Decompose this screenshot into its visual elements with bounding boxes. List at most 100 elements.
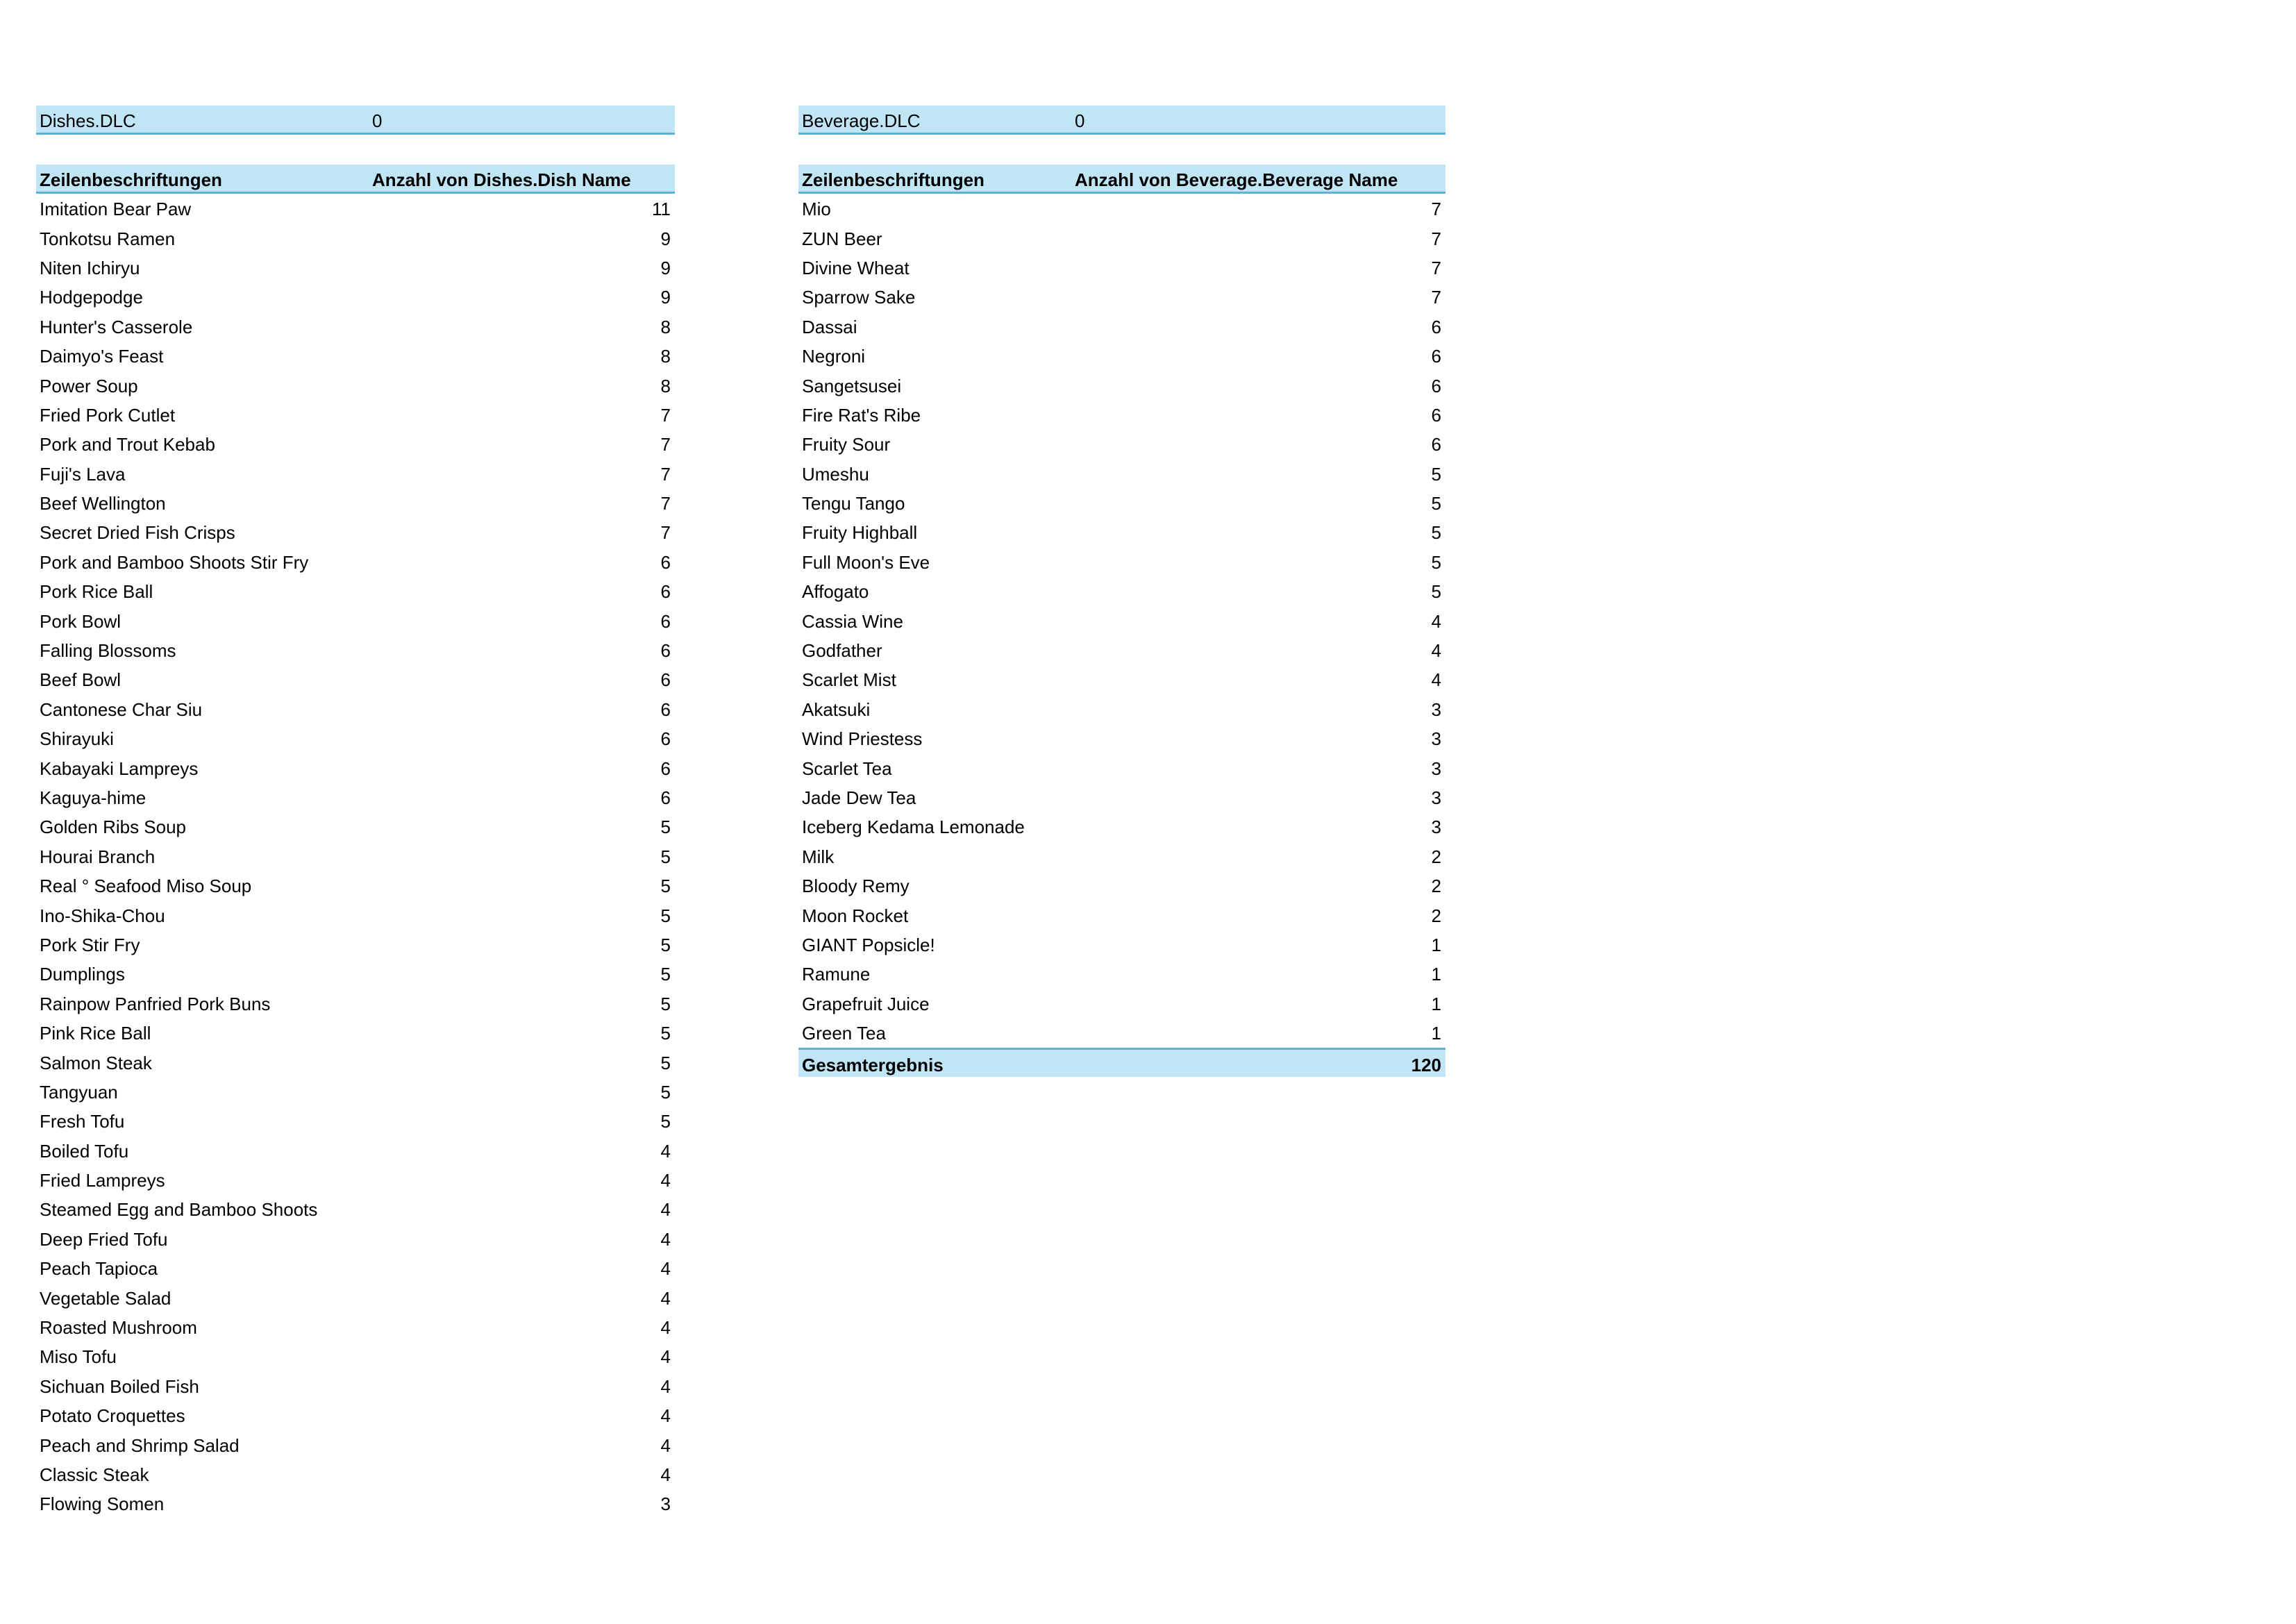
row-count: 6 [660,640,671,662]
row-count: 7 [1431,199,1441,220]
table-row[interactable]: Falling Blossoms 6 [36,635,675,664]
table-row[interactable]: Grapefruit Juice 1 [798,989,1446,1018]
table-row[interactable]: Peach Tapioca 4 [36,1253,675,1282]
table-row[interactable]: Secret Dried Fish Crisps 7 [36,517,675,546]
table-row[interactable]: Hodgepodge 9 [36,282,675,311]
table-row[interactable]: Hourai Branch 5 [36,842,675,871]
table-row[interactable]: Niten Ichiryu 9 [36,253,675,282]
table-row[interactable]: Scarlet Mist 4 [798,664,1446,694]
table-row[interactable]: Umeshu 5 [798,459,1446,488]
table-row[interactable]: Akatsuki 3 [798,694,1446,723]
table-row[interactable]: Pork and Trout Kebab 7 [36,429,675,458]
table-row[interactable]: Miso Tofu 4 [36,1341,675,1371]
table-row[interactable]: Kaguya-hime 6 [36,782,675,812]
table-row[interactable]: Cassia Wine 4 [798,606,1446,635]
table-row[interactable]: Sichuan Boiled Fish 4 [36,1371,675,1400]
table-row[interactable]: Ramune 1 [798,959,1446,988]
table-row[interactable]: Negroni 6 [798,341,1446,370]
table-row[interactable]: Tangyuan 5 [36,1077,675,1106]
table-row[interactable]: Pork and Bamboo Shoots Stir Fry 6 [36,547,675,576]
table-row[interactable]: Sparrow Sake 7 [798,282,1446,311]
table-row[interactable]: Mio 7 [798,194,1446,223]
table-row[interactable]: Fire Rat's Ribe 6 [798,400,1446,429]
row-count: 1 [1431,993,1441,1014]
table-row[interactable]: Beef Bowl 6 [36,664,675,694]
table-row[interactable]: Green Tea 1 [798,1018,1446,1047]
table-row[interactable]: Boiled Tofu 4 [36,1136,675,1165]
table-row[interactable]: Imitation Bear Paw 11 [36,194,675,223]
filter-value[interactable]: 0 [372,110,383,131]
table-row[interactable]: Scarlet Tea 3 [798,753,1446,782]
table-row[interactable]: Fried Pork Cutlet 7 [36,400,675,429]
row-count: 2 [1431,846,1441,867]
table-row[interactable]: Deep Fried Tofu 4 [36,1224,675,1253]
table-row[interactable]: Flowing Somen 3 [36,1489,675,1518]
table-row[interactable]: Salmon Steak 5 [36,1048,675,1077]
table-row[interactable]: Godfather 4 [798,635,1446,664]
table-row[interactable]: Cantonese Char Siu 6 [36,694,675,723]
table-row[interactable]: Bloody Remy 2 [798,871,1446,900]
row-labels-header[interactable]: Zeilenbeschriftungen [802,169,984,190]
table-row[interactable]: Potato Croquettes 4 [36,1400,675,1430]
filter-value[interactable]: 0 [1075,110,1085,131]
row-count: 4 [660,1346,671,1368]
row-count: 7 [660,493,671,514]
beverages-filter-row[interactable]: Beverage.DLC 0 [798,106,1446,135]
table-row[interactable]: Fruity Sour 6 [798,429,1446,458]
row-count: 6 [660,551,671,573]
table-row[interactable]: Fresh Tofu 5 [36,1106,675,1135]
table-row[interactable]: Steamed Egg and Bamboo Shoots 4 [36,1194,675,1223]
table-row[interactable]: Peach and Shrimp Salad 4 [36,1430,675,1459]
table-row[interactable]: Wind Priestess 3 [798,723,1446,753]
table-row[interactable]: Power Soup 8 [36,371,675,400]
row-label: Beef Wellington [40,493,166,514]
table-row[interactable]: Moon Rocket 2 [798,901,1446,930]
row-label: Bloody Remy [802,876,910,897]
table-row[interactable]: Dumplings 5 [36,959,675,988]
table-row[interactable]: Roasted Mushroom 4 [36,1312,675,1341]
table-row[interactable]: Real ° Seafood Miso Soup 5 [36,871,675,900]
row-count: 3 [1431,817,1441,838]
table-row[interactable]: Milk 2 [798,842,1446,871]
row-label: Tonkotsu Ramen [40,228,176,249]
table-row[interactable]: Golden Ribs Soup 5 [36,812,675,841]
table-row[interactable]: Pork Stir Fry 5 [36,930,675,959]
row-count: 7 [1431,257,1441,278]
table-row[interactable]: Full Moon's Eve 5 [798,547,1446,576]
table-row[interactable]: Classic Steak 4 [36,1459,675,1489]
table-row[interactable]: Iceberg Kedama Lemonade 3 [798,812,1446,841]
row-labels-header[interactable]: Zeilenbeschriftungen [40,169,222,190]
table-row[interactable]: Tengu Tango 5 [798,488,1446,517]
table-row[interactable]: ZUN Beer 7 [798,224,1446,253]
table-row[interactable]: Rainpow Panfried Pork Buns 5 [36,989,675,1018]
table-row[interactable]: Tonkotsu Ramen 9 [36,224,675,253]
table-row[interactable]: Daimyo's Feast 8 [36,341,675,370]
row-count: 5 [660,876,671,897]
table-row[interactable]: Hunter's Casserole 8 [36,312,675,341]
table-row[interactable]: Sangetsusei 6 [798,371,1446,400]
row-count: 5 [660,964,671,985]
row-label: Moon Rocket [802,905,909,926]
table-row[interactable]: Pork Bowl 6 [36,606,675,635]
table-row[interactable]: Dassai 6 [798,312,1446,341]
dishes-rows: Imitation Bear Paw 11 Tonkotsu Ramen 9 Niten… [36,194,675,1518]
table-row[interactable]: Fruity Highball 5 [798,517,1446,546]
dishes-filter-row[interactable]: Dishes.DLC 0 [36,106,675,135]
table-row[interactable]: Divine Wheat 7 [798,253,1446,282]
row-label: Pork and Trout Kebab [40,434,215,455]
table-row[interactable]: Pink Rice Ball 5 [36,1018,675,1047]
table-row[interactable]: Ino-Shika-Chou 5 [36,901,675,930]
table-row[interactable]: Affogato 5 [798,576,1446,605]
table-row[interactable]: Vegetable Salad 4 [36,1283,675,1312]
table-row[interactable]: Fuji's Lava 7 [36,459,675,488]
table-row[interactable]: GIANT Popsicle! 1 [798,930,1446,959]
table-row[interactable]: Beef Wellington 7 [36,488,675,517]
row-count: 4 [660,1228,671,1250]
table-row[interactable]: Fried Lampreys 4 [36,1165,675,1194]
row-count: 7 [660,463,671,485]
table-row[interactable]: Jade Dew Tea 3 [798,782,1446,812]
table-row[interactable]: Pork Rice Ball 6 [36,576,675,605]
table-row[interactable]: Kabayaki Lampreys 6 [36,753,675,782]
row-count: 4 [660,1464,671,1485]
table-row[interactable]: Shirayuki 6 [36,723,675,753]
